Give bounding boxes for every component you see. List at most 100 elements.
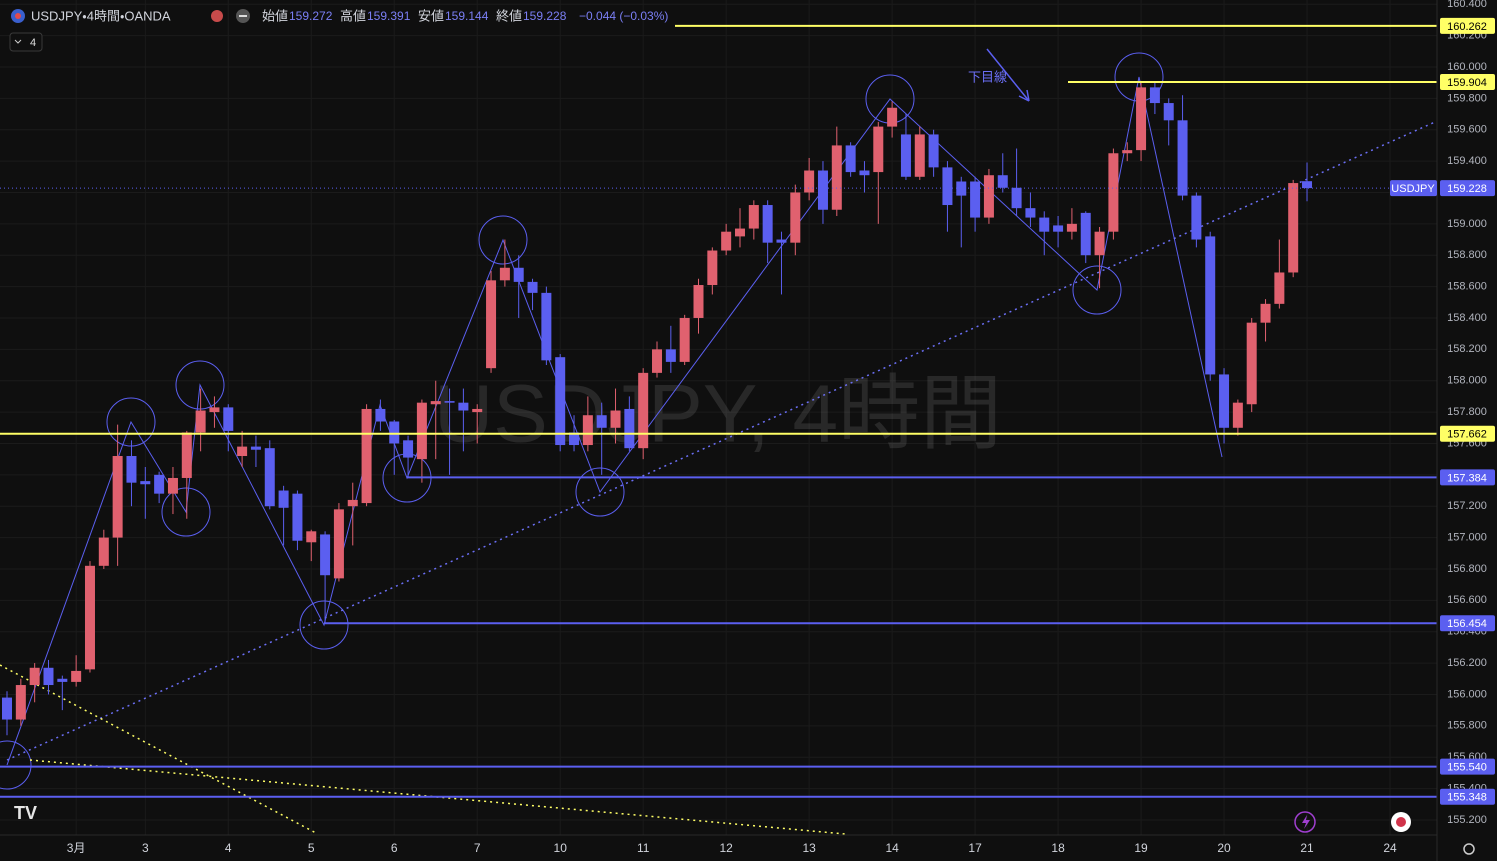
chevron	[14, 39, 22, 44]
candle-body	[29, 667, 40, 686]
level-tag	[1440, 469, 1495, 486]
x-tick-label: 17	[968, 841, 982, 855]
price-tag-label: 159.228	[1447, 183, 1487, 195]
y-tick-label: 159.800	[1447, 92, 1487, 104]
bottom-icons: TV	[14, 803, 1475, 855]
candle-body	[237, 446, 248, 457]
y-tick-label: 158.000	[1447, 375, 1487, 387]
level-tag	[1440, 17, 1495, 34]
candle-body	[278, 490, 289, 508]
candle-body	[1025, 208, 1036, 218]
header: USDJPY・4時間・OANDA 始値 159.272 高値 159.391 安…	[9, 8, 668, 52]
y-tick-label: 158.800	[1447, 249, 1487, 261]
candle-body	[900, 134, 911, 177]
candle-body	[361, 408, 372, 504]
candle-body	[223, 407, 234, 431]
candle-body	[43, 667, 54, 686]
x-tick-label: 6	[391, 841, 398, 855]
pivot-circle	[175, 360, 225, 410]
market-icon	[211, 10, 223, 22]
candle-body	[1302, 181, 1313, 189]
level-tag-label: 160.262	[1447, 21, 1487, 33]
x-tick-label: 3月	[67, 841, 86, 855]
candle-body	[15, 685, 26, 720]
y-tick-label: 159.000	[1447, 218, 1487, 230]
arrow	[986, 48, 1030, 102]
candle-body	[569, 432, 580, 446]
x-tick-label: 10	[554, 841, 568, 855]
candle-body	[486, 280, 497, 369]
x-tick-label: 3	[142, 841, 149, 855]
candle-body	[2, 697, 12, 720]
candle-body	[845, 145, 856, 173]
candle-body	[859, 170, 870, 176]
header-value: 159.228	[523, 9, 567, 23]
x-tick-label: 13	[802, 841, 816, 855]
level-tag-label: 159.904	[1447, 77, 1487, 89]
candle-body	[914, 134, 925, 177]
candle-body	[71, 670, 82, 682]
candle-body	[1219, 374, 1230, 428]
candle-body	[748, 205, 759, 229]
x-tick-label: 24	[1383, 841, 1397, 855]
y-tick-label: 157.800	[1447, 406, 1487, 418]
candle-body	[403, 440, 414, 458]
candle-body	[928, 134, 939, 168]
level-tag-label: 157.384	[1447, 472, 1487, 484]
candle-body	[444, 401, 455, 403]
y-tick-label: 158.400	[1447, 312, 1487, 324]
settings-icon[interactable]	[1463, 843, 1475, 855]
y-tick-label: 160.000	[1447, 61, 1487, 73]
candle-body	[1260, 303, 1271, 323]
x-tick-label: 12	[719, 841, 733, 855]
level-tag	[1440, 758, 1495, 775]
level-tag	[1440, 788, 1495, 805]
candle-body	[430, 401, 441, 405]
header-label: 始値	[262, 8, 288, 23]
levels	[0, 24, 1437, 798]
y-tick-label: 156.200	[1447, 657, 1487, 669]
y-tick-label: 156.000	[1447, 688, 1487, 700]
alert-icon[interactable]	[1294, 811, 1316, 833]
pivot-circle	[299, 600, 349, 650]
header-value: 159.391	[367, 9, 411, 23]
header-label: 安値	[418, 8, 444, 23]
candle-body	[582, 415, 593, 446]
candle-body	[333, 509, 344, 579]
y-tick-label: 157.000	[1447, 531, 1487, 543]
candle-body	[1011, 187, 1022, 209]
logo: TV	[14, 803, 37, 823]
x-tick-label: 18	[1051, 841, 1065, 855]
level-tag	[1440, 425, 1495, 442]
header-change: −0.044 (−0.03%)	[579, 9, 668, 23]
y-tick-label: 158.600	[1447, 281, 1487, 293]
y-tick-label: 157.200	[1447, 500, 1487, 512]
candle-body	[1191, 195, 1202, 240]
candle-body	[624, 408, 635, 449]
level-tag	[1440, 615, 1495, 632]
price-tags: 160.262 159.904 157.662 157.384 156.454 155.5…	[1390, 17, 1495, 805]
candle-body	[873, 126, 884, 173]
candle-body	[140, 481, 151, 485]
y-tick-label: 160.400	[1447, 0, 1487, 10]
y-tick-label: 156.800	[1447, 563, 1487, 575]
candle-body	[942, 167, 953, 206]
header-label: 高値	[340, 8, 366, 23]
candle-body	[762, 205, 773, 243]
watermark: USDJPY, 4時間	[434, 369, 1002, 460]
candle-body	[596, 415, 607, 428]
x-tick-label: 19	[1134, 841, 1148, 855]
candle-body	[458, 402, 469, 411]
price-tag	[1440, 180, 1495, 197]
indicator-count: 4	[30, 37, 36, 49]
candle-body	[817, 170, 828, 210]
x-tick-label: 11	[637, 841, 650, 855]
y-tick-label: 158.200	[1447, 343, 1487, 355]
candle-body	[154, 474, 165, 494]
candle-body	[1136, 87, 1147, 151]
level-tag-label: 155.540	[1447, 762, 1487, 774]
indicator-toggle[interactable]	[9, 32, 43, 52]
candle-body	[610, 410, 621, 428]
